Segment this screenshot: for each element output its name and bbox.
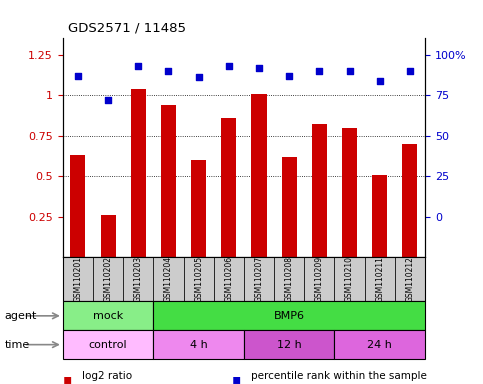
Text: GSM110201: GSM110201: [73, 257, 83, 302]
Text: control: control: [89, 339, 128, 350]
Point: [134, 63, 142, 69]
Bar: [402, 144, 417, 257]
Point: [74, 73, 82, 79]
Bar: [213, 257, 244, 301]
Bar: [395, 257, 425, 301]
Point: [376, 78, 384, 84]
Text: GSM110208: GSM110208: [284, 257, 294, 302]
Bar: [123, 257, 154, 301]
Bar: [71, 155, 85, 257]
Text: ▪: ▪: [232, 372, 241, 384]
Bar: [63, 330, 154, 359]
Bar: [334, 257, 365, 301]
Bar: [154, 330, 244, 359]
Point: [104, 97, 112, 103]
Bar: [334, 330, 425, 359]
Point: [225, 63, 233, 69]
Text: GSM110207: GSM110207: [255, 256, 264, 303]
Bar: [100, 215, 115, 257]
Text: 24 h: 24 h: [367, 339, 392, 350]
Bar: [282, 157, 297, 257]
Text: GSM110211: GSM110211: [375, 257, 384, 302]
Text: log2 ratio: log2 ratio: [82, 371, 132, 381]
Bar: [221, 118, 236, 257]
Bar: [252, 94, 267, 257]
Point: [406, 68, 414, 74]
Text: agent: agent: [5, 311, 37, 321]
Text: GSM110204: GSM110204: [164, 256, 173, 303]
Text: GSM110209: GSM110209: [315, 256, 324, 303]
Bar: [93, 257, 123, 301]
Point: [315, 68, 323, 74]
Text: mock: mock: [93, 311, 123, 321]
Bar: [131, 89, 146, 257]
Bar: [154, 257, 184, 301]
Bar: [161, 105, 176, 257]
Point: [195, 74, 202, 80]
Bar: [63, 301, 154, 330]
Bar: [184, 257, 213, 301]
Text: ▪: ▪: [63, 372, 72, 384]
Point: [285, 73, 293, 79]
Bar: [274, 257, 304, 301]
Bar: [244, 257, 274, 301]
Point: [255, 65, 263, 71]
Text: GDS2571 / 11485: GDS2571 / 11485: [68, 22, 185, 35]
Text: BMP6: BMP6: [274, 311, 305, 321]
Text: GSM110212: GSM110212: [405, 257, 414, 302]
Text: GSM110210: GSM110210: [345, 257, 354, 302]
Text: GSM110203: GSM110203: [134, 256, 143, 303]
Text: percentile rank within the sample: percentile rank within the sample: [251, 371, 427, 381]
Bar: [191, 160, 206, 257]
Text: time: time: [5, 339, 30, 350]
Point: [346, 68, 354, 74]
Bar: [365, 257, 395, 301]
Point: [165, 68, 172, 74]
Bar: [63, 257, 93, 301]
Bar: [342, 127, 357, 257]
Bar: [154, 301, 425, 330]
Text: 4 h: 4 h: [190, 339, 208, 350]
Bar: [244, 330, 334, 359]
Bar: [304, 257, 334, 301]
Text: GSM110202: GSM110202: [103, 257, 113, 302]
Bar: [372, 175, 387, 257]
Text: GSM110206: GSM110206: [224, 256, 233, 303]
Bar: [312, 124, 327, 257]
Text: GSM110205: GSM110205: [194, 256, 203, 303]
Text: 12 h: 12 h: [277, 339, 301, 350]
